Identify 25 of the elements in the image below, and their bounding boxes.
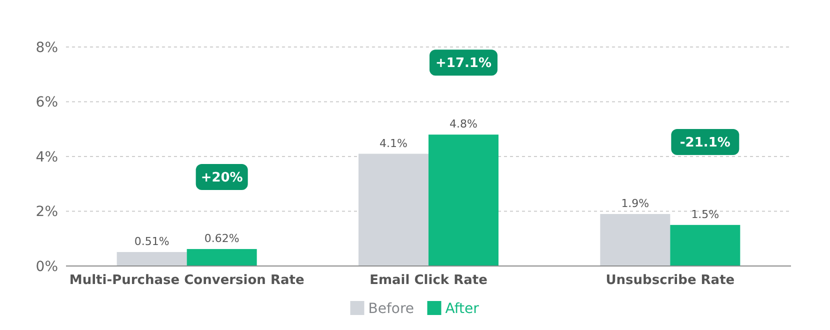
x-tick-label: Email Click Rate	[370, 273, 488, 288]
data-label: 1.5%	[691, 208, 720, 221]
y-tick-label: 0%	[36, 258, 58, 275]
data-label: 1.9%	[621, 196, 650, 210]
data-label: 0.62%	[204, 232, 240, 246]
legend-label: Before	[368, 300, 414, 317]
data-label: 0.51%	[134, 235, 170, 248]
y-tick-label: 6%	[36, 94, 58, 111]
x-tick-label: Unsubscribe Rate	[606, 273, 735, 288]
bar	[428, 134, 498, 266]
bar	[186, 249, 257, 266]
y-tick-label: 4%	[36, 149, 58, 166]
annotation: +17.1%	[436, 56, 492, 72]
bar	[358, 154, 428, 266]
y-tick-label: 2%	[36, 204, 58, 220]
annotation: -21.1%	[680, 136, 730, 151]
bar	[600, 214, 670, 266]
data-label: 4.1%	[380, 136, 408, 150]
bar	[116, 252, 187, 266]
x-tick-label: Multi-Purchase Conversion Rate	[69, 273, 304, 288]
y-tick-label: 8%	[36, 40, 58, 56]
data-label: 4.8%	[450, 118, 478, 131]
legend-label: After	[445, 300, 480, 317]
bar	[670, 224, 740, 266]
annotation: +20%	[200, 170, 243, 186]
